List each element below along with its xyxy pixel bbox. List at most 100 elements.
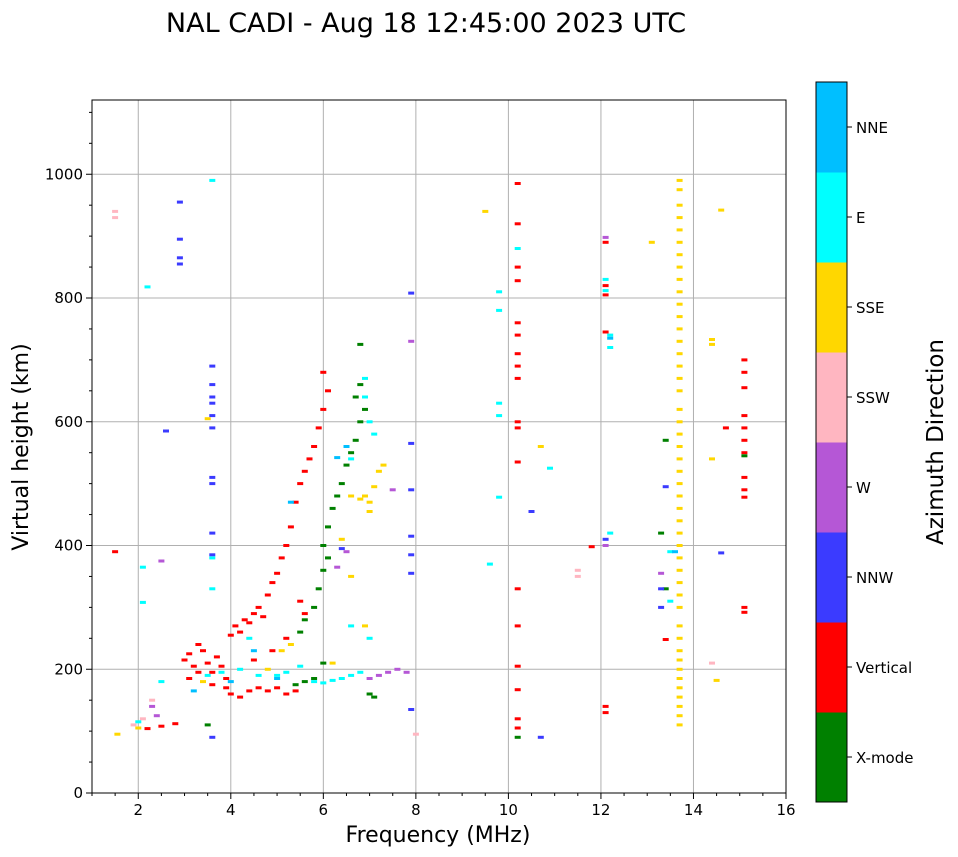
echo-point	[176, 256, 183, 260]
echo-point	[112, 216, 119, 220]
echo-point	[158, 680, 165, 684]
echo-point	[602, 537, 609, 541]
echo-point	[352, 438, 359, 442]
echo-point	[269, 649, 276, 653]
echo-point	[250, 612, 257, 616]
x-tick-label: 8	[411, 801, 421, 819]
echo-point	[676, 658, 683, 662]
echo-point	[676, 253, 683, 257]
echo-point	[209, 556, 216, 560]
echo-point	[255, 673, 262, 677]
echo-point	[223, 686, 230, 690]
echo-point	[246, 636, 253, 640]
echo-point	[403, 670, 410, 674]
echo-point	[602, 704, 609, 708]
echo-point	[602, 289, 609, 293]
echo-point	[334, 565, 341, 569]
echo-point	[343, 463, 350, 467]
echo-point	[514, 182, 521, 185]
grid-lines	[92, 100, 786, 793]
echo-point	[676, 352, 683, 356]
echo-point	[204, 661, 211, 665]
echo-point	[389, 488, 396, 492]
echo-point	[602, 284, 609, 288]
echo-point	[514, 222, 521, 226]
y-tick-label: 1000	[45, 165, 83, 183]
echo-point	[325, 525, 331, 529]
y-tick-label: 0	[73, 784, 83, 802]
echo-point	[607, 346, 614, 349]
echo-point	[209, 531, 216, 535]
echo-point	[139, 717, 146, 721]
x-tick-label: 10	[499, 801, 518, 819]
echo-point	[514, 321, 521, 325]
echo-point	[676, 605, 683, 609]
echo-point	[408, 571, 415, 575]
echo-point	[209, 587, 216, 591]
echo-point	[676, 364, 683, 368]
echo-point	[315, 587, 322, 591]
echo-point	[292, 689, 299, 693]
echo-point	[741, 610, 748, 614]
echo-point	[676, 556, 683, 560]
echo-point	[343, 550, 350, 554]
colorbar-tick-label: E	[856, 209, 865, 227]
echo-point	[213, 655, 220, 659]
echo-point	[713, 678, 720, 682]
y-axis-label: Virtual height (km)	[9, 343, 34, 550]
echo-point	[371, 695, 378, 699]
echo-point	[227, 692, 234, 696]
echo-point	[209, 414, 216, 418]
echo-point	[496, 414, 503, 418]
echo-point	[672, 550, 678, 554]
echo-point	[528, 510, 535, 513]
echo-point	[209, 482, 216, 486]
echo-point	[514, 279, 521, 283]
echo-point	[209, 383, 216, 387]
echo-point	[514, 265, 521, 269]
echo-point	[676, 469, 683, 473]
echo-point	[709, 338, 715, 341]
echo-point	[676, 240, 683, 244]
colorbar-tick-label: NNE	[856, 119, 888, 137]
echo-point	[709, 342, 715, 346]
echo-point	[658, 571, 665, 575]
echo-point	[287, 500, 294, 504]
echo-point	[371, 432, 378, 436]
echo-point	[264, 667, 271, 671]
echo-point	[311, 445, 318, 448]
echo-point	[149, 704, 156, 708]
echo-point	[602, 277, 609, 281]
echo-point	[537, 445, 544, 448]
echo-point	[408, 534, 415, 538]
echo-point	[246, 621, 253, 625]
echo-point	[348, 457, 355, 461]
echo-point	[676, 265, 683, 269]
echo-point	[602, 330, 609, 334]
echo-point	[514, 587, 521, 591]
echo-point	[676, 445, 683, 448]
echo-point	[352, 395, 359, 399]
echo-point	[301, 612, 308, 616]
echo-point	[112, 209, 119, 213]
echo-point	[741, 495, 748, 499]
echo-point	[283, 636, 290, 640]
echo-point	[195, 670, 202, 674]
echo-point	[496, 290, 503, 294]
echo-point	[278, 649, 285, 653]
echo-point	[176, 200, 183, 204]
x-axis-label: Frequency (MHz)	[346, 823, 531, 848]
echo-point	[209, 178, 216, 182]
echo-point	[209, 395, 216, 399]
echo-point	[348, 451, 355, 455]
echo-point	[741, 451, 748, 455]
echo-point	[667, 550, 674, 554]
echo-point	[311, 677, 318, 680]
echo-point	[278, 556, 285, 560]
echo-point	[741, 370, 748, 374]
echo-point	[297, 664, 304, 668]
echo-point	[348, 494, 355, 498]
colorbar-band	[816, 532, 847, 623]
echo-point	[514, 664, 521, 668]
echo-point	[741, 358, 748, 362]
